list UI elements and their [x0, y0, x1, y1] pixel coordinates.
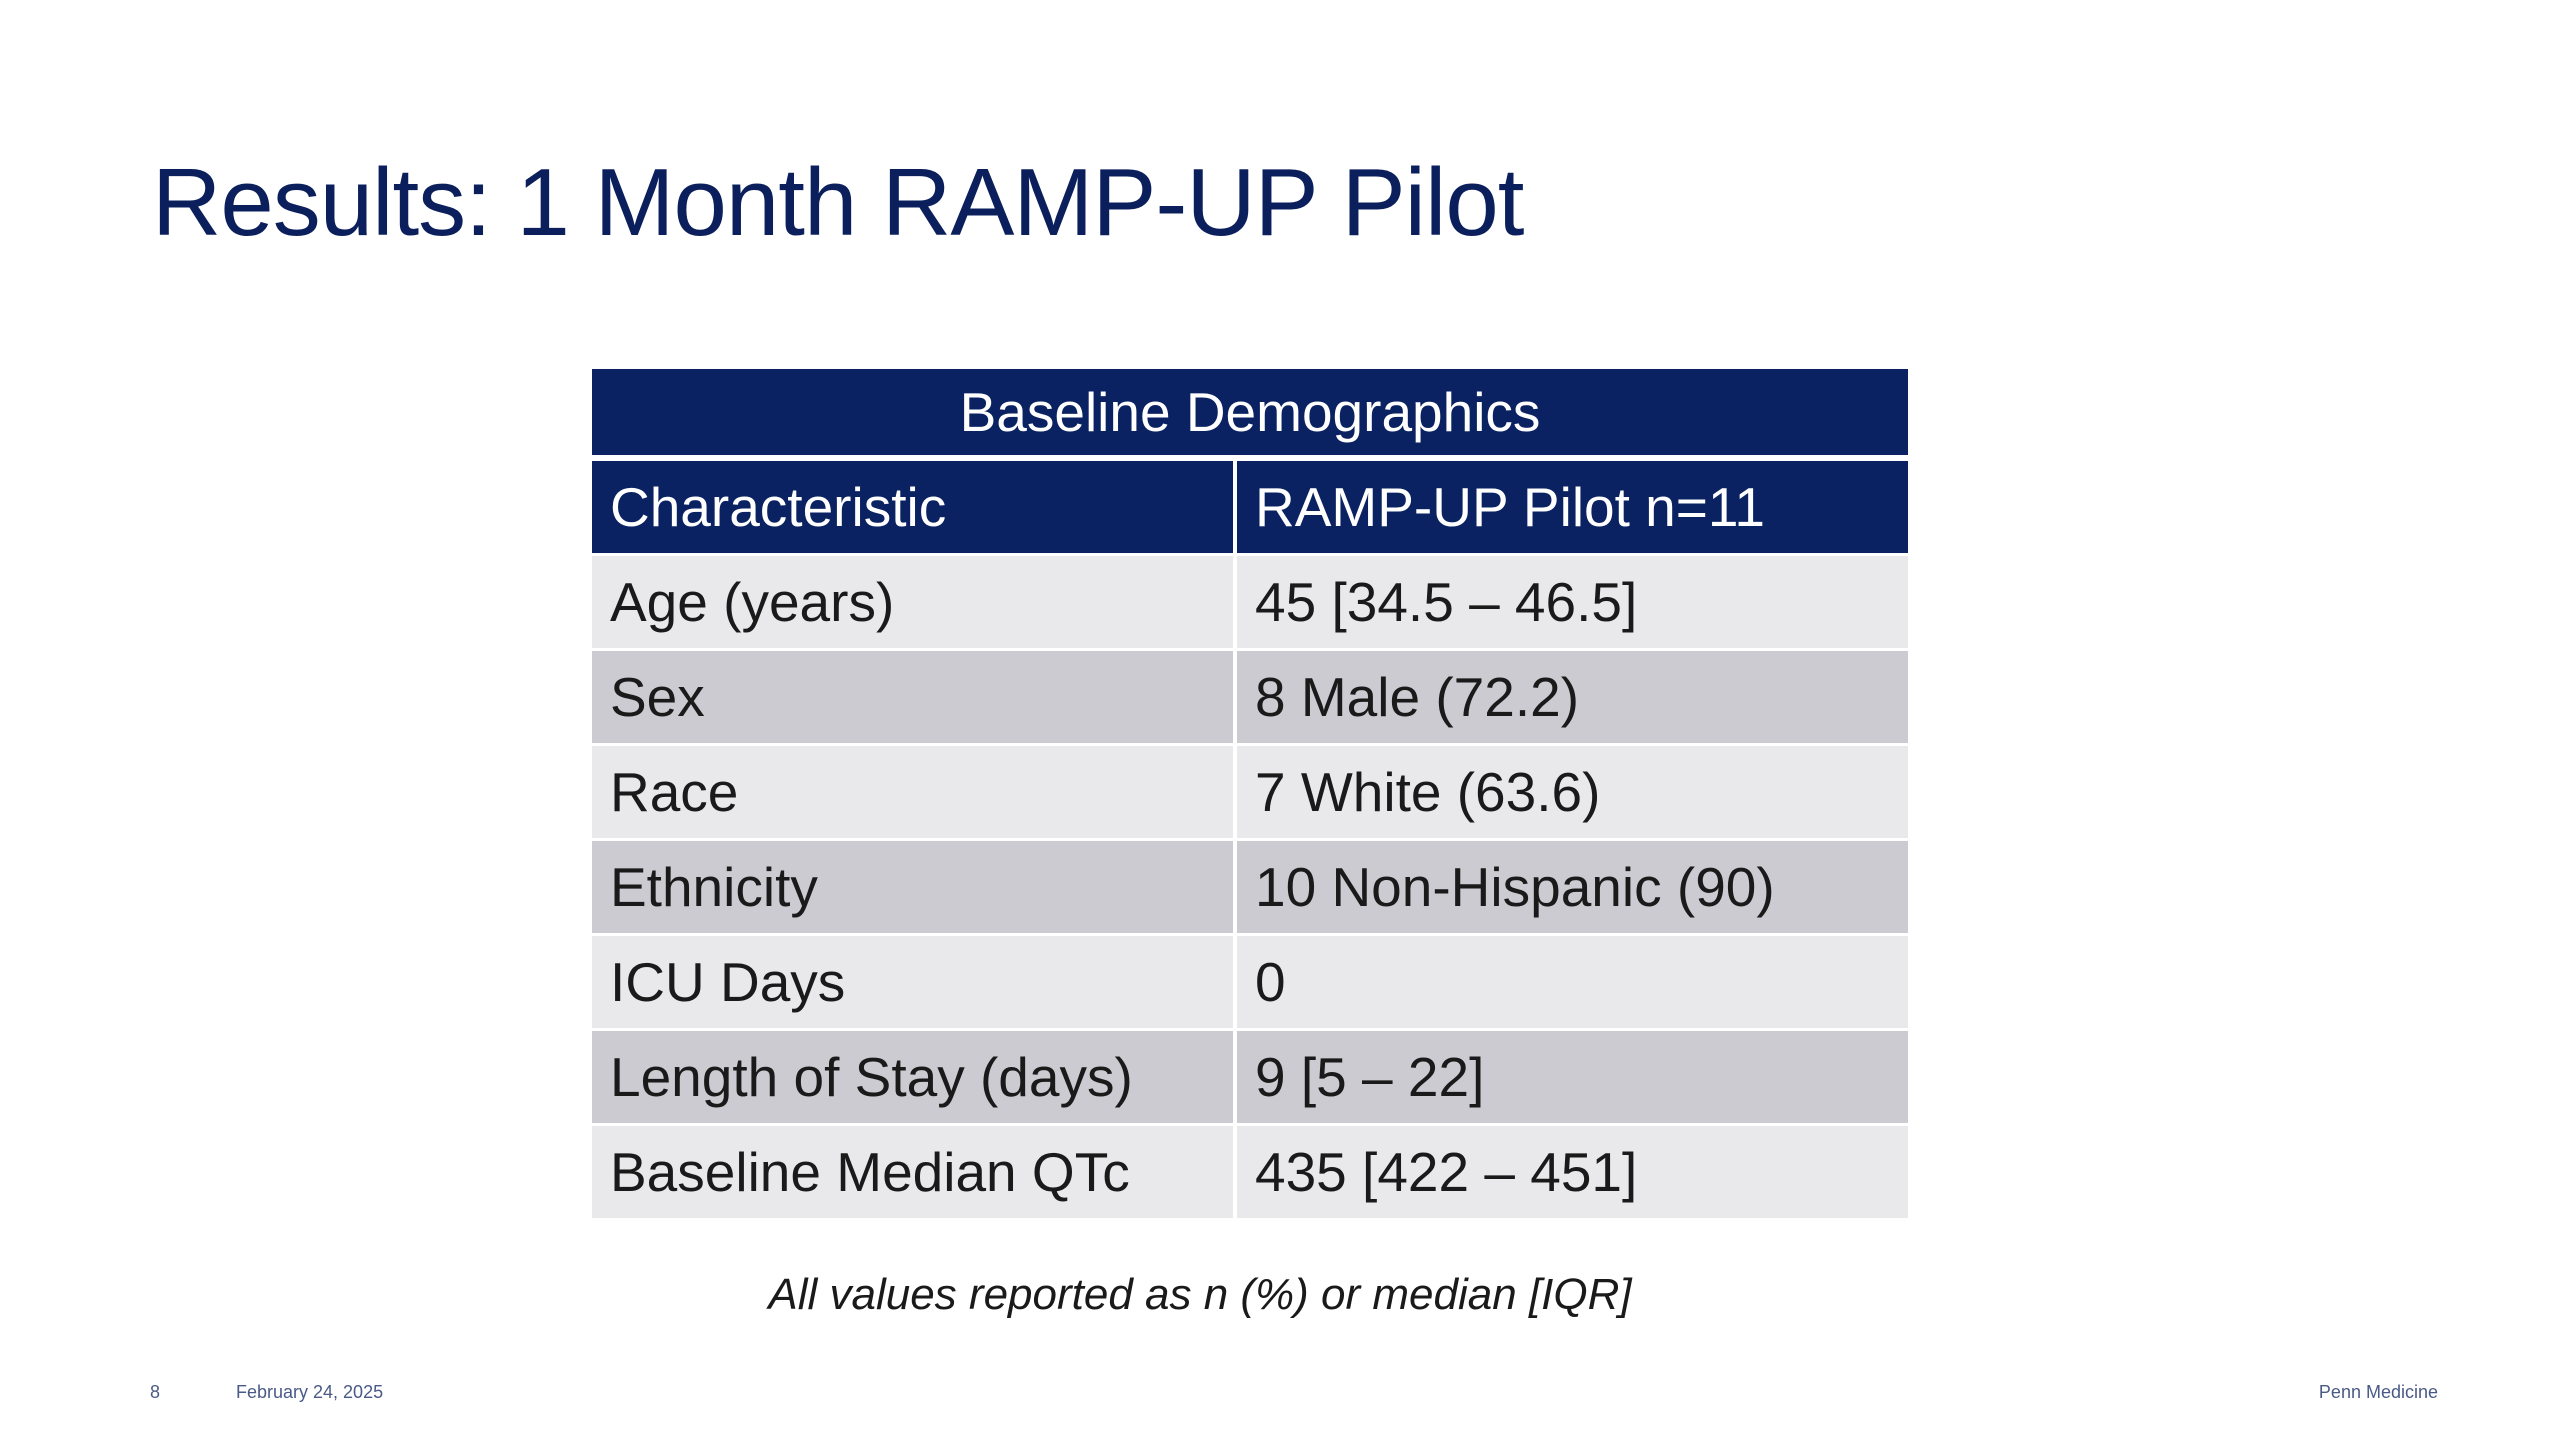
- characteristic-cell: Age (years): [592, 553, 1237, 648]
- characteristic-cell: Race: [592, 743, 1237, 838]
- table-row: Age (years) 45 [34.5 – 46.5]: [592, 553, 1909, 648]
- characteristic-cell: Baseline Median QTc: [592, 1123, 1237, 1218]
- table-row: Baseline Median QTc 435 [422 – 451]: [592, 1123, 1909, 1218]
- characteristic-cell: Ethnicity: [592, 838, 1237, 933]
- value-cell: 7 White (63.6): [1237, 743, 1909, 838]
- table-row: Ethnicity 10 Non-Hispanic (90): [592, 838, 1909, 933]
- value-cell: 9 [5 – 22]: [1237, 1028, 1909, 1123]
- table-row: Sex 8 Male (72.2): [592, 648, 1909, 743]
- column-header-characteristic: Characteristic: [592, 461, 1237, 553]
- baseline-demographics-table: Baseline Demographics Characteristic RAM…: [592, 369, 1909, 1218]
- table-caption: Baseline Demographics: [592, 369, 1909, 461]
- table-row: Length of Stay (days) 9 [5 – 22]: [592, 1028, 1909, 1123]
- slide-title: Results: 1 Month RAMP-UP Pilot: [152, 149, 1524, 256]
- characteristic-cell: Sex: [592, 648, 1237, 743]
- value-cell: 10 Non-Hispanic (90): [1237, 838, 1909, 933]
- table-footnote: All values reported as n (%) or median […: [768, 1270, 1632, 1319]
- table-row: ICU Days 0: [592, 933, 1909, 1028]
- table-caption-row: Baseline Demographics: [592, 369, 1909, 461]
- value-cell: 0: [1237, 933, 1909, 1028]
- table-header-row: Characteristic RAMP-UP Pilot n=11: [592, 461, 1909, 553]
- table-row: Race 7 White (63.6): [592, 743, 1909, 838]
- value-cell: 8 Male (72.2): [1237, 648, 1909, 743]
- column-header-pilot: RAMP-UP Pilot n=11: [1237, 461, 1909, 553]
- footer-date: February 24, 2025: [236, 1382, 384, 1402]
- characteristic-cell: Length of Stay (days): [592, 1028, 1237, 1123]
- characteristic-cell: ICU Days: [592, 933, 1237, 1028]
- value-cell: 435 [422 – 451]: [1237, 1123, 1909, 1218]
- page-number: 8: [150, 1382, 161, 1402]
- value-cell: 45 [34.5 – 46.5]: [1237, 553, 1909, 648]
- footer-brand: Penn Medicine: [2318, 1382, 2438, 1402]
